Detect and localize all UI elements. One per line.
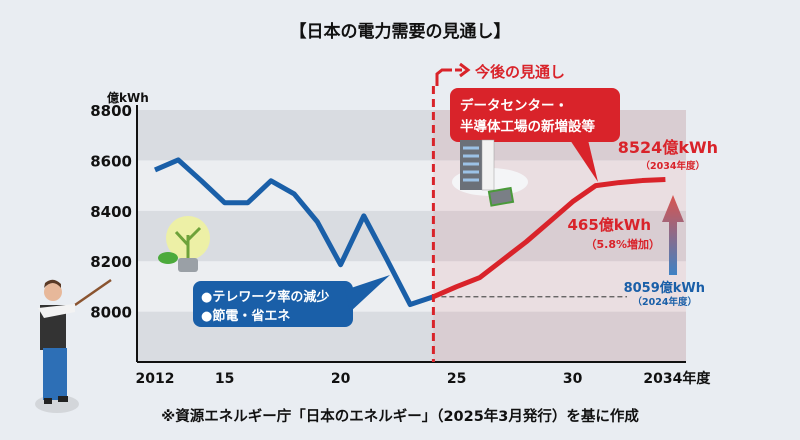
- increase-sub: （5.8%増加）: [585, 237, 660, 251]
- red-callout-line2: 半導体工場の新増設等: [460, 118, 595, 135]
- start-value-sub: （2024年度）: [633, 296, 697, 308]
- increase-arrow-icon: [662, 195, 684, 275]
- x-tick-label: 30: [563, 371, 583, 387]
- grid-band: [137, 210, 686, 262]
- blue-callout: [193, 281, 353, 327]
- axes: 8000 8200 8400 8600 8800 2012 15 20 25 30 2034年度: [90, 102, 711, 387]
- blue-callout-line1: ●テレワーク率の減少: [201, 289, 329, 305]
- end-value-label: 8524億kWh: [618, 138, 718, 157]
- forecast-label: 今後の見通し: [474, 63, 565, 81]
- lightbulb-icon: [158, 216, 210, 272]
- y-unit-label: 億kWh: [107, 90, 149, 105]
- y-tick-label: 8200: [90, 253, 132, 271]
- blue-callout-pointer: [345, 275, 390, 312]
- x-tick-label: 20: [331, 371, 351, 387]
- x-tick-label: 2012: [136, 371, 175, 387]
- red-callout: [450, 88, 620, 142]
- red-callout-line1: データセンター・: [460, 97, 568, 114]
- y-tick-label: 8400: [90, 203, 132, 221]
- chart-title: 【日本の電力需要の見通し】: [290, 21, 511, 42]
- start-value-label: 8059億kWh: [624, 280, 705, 296]
- forecast-arrow-icon: [435, 68, 462, 86]
- source-note: ※資源エネルギー庁「日本のエネルギー」（2025年3月発行）を基に作成: [161, 407, 639, 425]
- x-tick-label: 25: [447, 371, 466, 387]
- y-tick-label: 8800: [90, 102, 132, 120]
- x-tick-label: 2034年度: [643, 370, 711, 387]
- red-callout-pointer: [570, 140, 598, 182]
- increase-label: 465億kWh: [567, 216, 651, 234]
- x-tick-label: 15: [215, 371, 234, 387]
- y-tick-label: 8000: [90, 304, 132, 322]
- server-cpu-icon: [452, 139, 528, 207]
- blue-callout-line2: ●節電・省エネ: [201, 308, 290, 324]
- arrow-right-icon: [459, 62, 471, 78]
- y-tick-label: 8600: [90, 152, 132, 170]
- presenter-illustration: [35, 278, 112, 413]
- end-value-sub: （2034年度）: [641, 160, 705, 172]
